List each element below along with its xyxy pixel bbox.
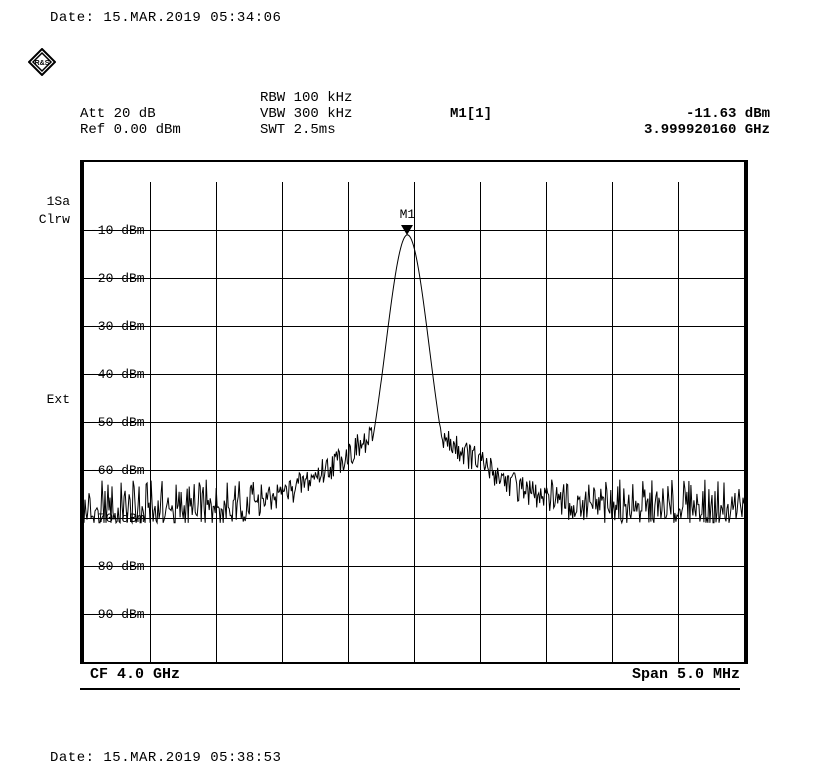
footer-top-divider xyxy=(80,662,740,663)
marker-freq-label: 3.999920160 GHz xyxy=(570,122,770,138)
trace-mode-clrw: Clrw xyxy=(10,212,70,227)
marker-label: M1 xyxy=(400,207,416,222)
ref-label: Ref 0.00 dBm xyxy=(80,122,260,138)
swt-label: SWT 2.5ms xyxy=(260,122,450,138)
spectrum-trace xyxy=(84,162,744,662)
timestamp-bottom: Date: 15.MAR.2019 05:38:53 xyxy=(50,750,281,766)
plot-frame: -10 dBm-20 dBm-30 dBm-40 dBm-50 dBm-60 d… xyxy=(80,160,748,664)
marker-id-label: M1[1] xyxy=(450,106,570,122)
analyzer-settings-header: RBW 100 kHz Att 20 dB VBW 300 kHz M1[1] … xyxy=(80,90,770,138)
vbw-label: VBW 300 kHz xyxy=(260,106,450,122)
trace-mode-sa: 1Sa xyxy=(10,194,70,209)
timestamp-top: Date: 15.MAR.2019 05:34:06 xyxy=(50,10,281,26)
marker-triangle-icon xyxy=(401,225,413,235)
att-label: Att 20 dB xyxy=(80,106,260,122)
ext-label: Ext xyxy=(10,392,70,407)
rohde-schwarz-logo: R&S xyxy=(28,48,56,81)
footer-divider xyxy=(80,688,740,690)
svg-text:R&S: R&S xyxy=(35,60,50,67)
rbw-label: RBW 100 kHz xyxy=(260,90,450,106)
spectrum-plot: -10 dBm-20 dBm-30 dBm-40 dBm-50 dBm-60 d… xyxy=(80,160,740,690)
marker-value-label: -11.63 dBm xyxy=(570,106,770,122)
span-label: Span 5.0 MHz xyxy=(80,666,740,683)
